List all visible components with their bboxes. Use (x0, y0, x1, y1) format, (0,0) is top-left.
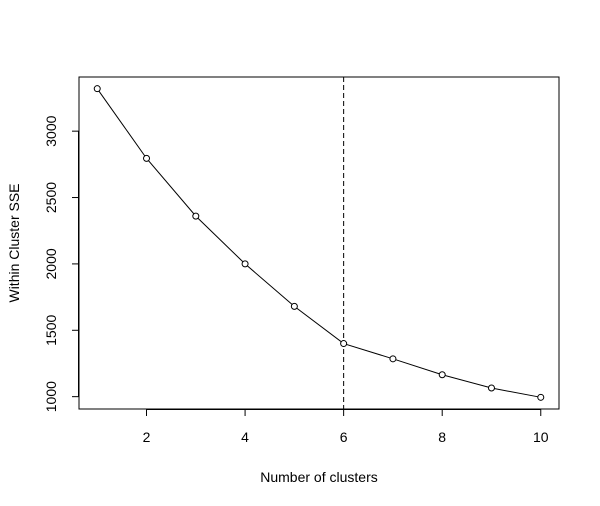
series-line (96, 88, 541, 398)
y-axis-label: Within Cluster SSE (6, 183, 22, 302)
data-point (389, 355, 397, 363)
data-point (537, 393, 545, 401)
y-tick-label: 3000 (43, 115, 59, 146)
data-point (438, 371, 446, 379)
plot-frame (78, 76, 560, 410)
x-axis-label: Number of clusters (260, 469, 377, 485)
data-point (143, 154, 151, 162)
data-points (93, 85, 545, 401)
x-tick-label: 6 (340, 429, 348, 445)
data-point (241, 260, 249, 268)
data-point (93, 85, 101, 93)
y-ticks: 1000 1500 2000 2500 3000 (43, 115, 79, 412)
x-tick-label: 2 (143, 429, 151, 445)
data-point (192, 212, 200, 220)
y-tick-label: 2500 (43, 182, 59, 213)
data-point (487, 384, 495, 392)
y-tick-label: 1000 (43, 381, 59, 412)
data-point (340, 340, 348, 348)
x-tick-label: 4 (241, 429, 249, 445)
y-tick-label: 2000 (43, 248, 59, 279)
y-tick-label: 1500 (43, 315, 59, 346)
data-point (290, 302, 298, 310)
x-tick-label: 10 (533, 429, 549, 445)
x-tick-label: 8 (438, 429, 446, 445)
x-ticks: 2 4 6 8 10 (143, 409, 549, 445)
